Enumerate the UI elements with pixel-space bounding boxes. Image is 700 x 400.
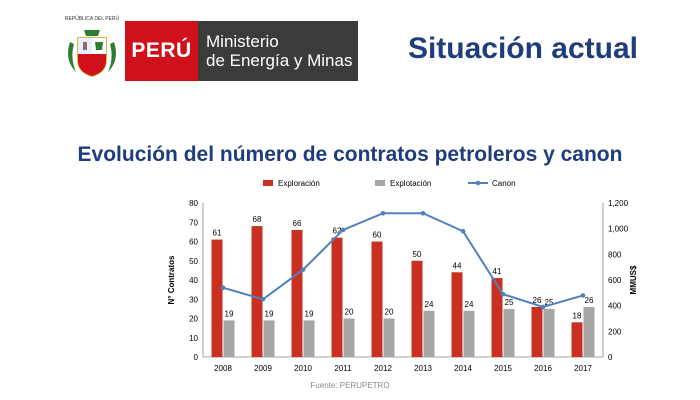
bar-exploracion xyxy=(291,229,303,357)
ministry-line-2: de Energía y Minas xyxy=(206,51,353,70)
bar-explotacion xyxy=(463,310,475,357)
data-label-explotacion: 19 xyxy=(265,309,274,318)
bar-explotacion xyxy=(343,318,355,357)
data-label-exploracion: 26 xyxy=(533,296,542,305)
x-tick-label: 2011 xyxy=(334,364,352,373)
y-tick-label-left: 0 xyxy=(194,353,199,362)
data-label-exploracion: 44 xyxy=(453,261,462,270)
point-canon xyxy=(220,285,226,290)
x-tick-label: 2008 xyxy=(214,364,232,373)
bar-explotacion xyxy=(303,320,315,357)
bar-explotacion xyxy=(503,308,515,357)
data-label-exploracion: 18 xyxy=(573,311,582,320)
y-tick-label-left: 20 xyxy=(189,315,198,324)
data-label-explotacion: 26 xyxy=(585,296,594,305)
peru-logo-box: PERÚ xyxy=(125,21,198,81)
bar-explotacion xyxy=(423,310,435,357)
data-label-explotacion: 19 xyxy=(305,309,314,318)
y-tick-label-right: 600 xyxy=(608,276,622,285)
data-label-exploracion: 62 xyxy=(333,227,342,236)
x-tick-label: 2010 xyxy=(294,364,312,373)
point-canon xyxy=(300,267,306,273)
bar-exploracion xyxy=(331,237,343,357)
bar-explotacion xyxy=(543,308,555,357)
data-label-exploracion: 68 xyxy=(253,215,262,224)
data-label-explotacion: 24 xyxy=(465,300,474,309)
y-tick-label-right: 200 xyxy=(608,327,622,336)
y-tick-label-left: 70 xyxy=(189,218,198,227)
data-label-exploracion: 50 xyxy=(413,250,422,259)
bar-exploracion xyxy=(211,239,223,357)
x-tick-label: 2013 xyxy=(414,364,432,373)
coat-of-arms-icon: REPÚBLICA DEL PERÚ xyxy=(65,15,120,77)
y-tick-label-right: 400 xyxy=(608,302,622,311)
header: REPÚBLICA DEL PERÚ PERÚ Ministerio de En… xyxy=(0,0,700,100)
bar-exploracion xyxy=(411,260,423,357)
ministry-logo-box: Ministerio de Energía y Minas xyxy=(198,21,358,81)
y-tick-label-left: 60 xyxy=(189,238,198,247)
chart-title: Evolución del número de contratos petrol… xyxy=(77,143,623,166)
legend-marker-canon xyxy=(475,180,481,186)
y-tick-label-left: 40 xyxy=(189,276,198,285)
source-note: Fuente: PERUPETRO xyxy=(310,381,390,390)
bar-explotacion xyxy=(583,306,595,357)
point-canon xyxy=(580,293,586,298)
y-tick-label-left: 10 xyxy=(189,334,198,343)
data-label-explotacion: 19 xyxy=(225,309,234,318)
point-canon xyxy=(260,296,266,302)
point-canon xyxy=(340,227,346,233)
legend-label-explotacion: Explotación xyxy=(390,179,431,188)
point-canon xyxy=(540,304,546,310)
bar-explotacion xyxy=(383,318,395,357)
x-tick-label: 2012 xyxy=(374,364,392,373)
data-label-explotacion: 24 xyxy=(425,300,434,309)
y-tick-label-left: 50 xyxy=(189,257,198,266)
x-tick-label: 2014 xyxy=(454,364,472,373)
point-canon xyxy=(380,210,386,216)
x-tick-label: 2015 xyxy=(494,364,512,373)
legend-swatch-exploracion xyxy=(263,180,273,186)
y-tick-label-right: 1,000 xyxy=(608,225,629,234)
point-canon xyxy=(460,228,466,234)
series-line-canon xyxy=(222,212,584,308)
y-tick-label-right: 0 xyxy=(608,353,613,362)
data-label-explotacion: 25 xyxy=(545,298,554,307)
data-label-exploracion: 41 xyxy=(493,267,502,276)
x-tick-label: 2009 xyxy=(254,364,272,373)
x-tick-label: 2017 xyxy=(574,364,592,373)
data-label-exploracion: 60 xyxy=(373,231,382,240)
bar-explotacion xyxy=(263,320,275,357)
bar-exploracion xyxy=(371,241,383,357)
data-label-exploracion: 61 xyxy=(213,229,222,238)
y-axis-label-left: N° Contratos xyxy=(167,255,176,305)
bar-exploracion xyxy=(251,226,263,357)
bar-exploracion xyxy=(531,306,543,357)
legend-swatch-explotacion xyxy=(375,180,385,186)
legend-label-exploracion: Exploración xyxy=(278,179,320,188)
peru-label: PERÚ xyxy=(131,39,192,62)
data-label-explotacion: 25 xyxy=(505,298,514,307)
y-tick-label-right: 800 xyxy=(608,250,622,259)
legend-label-canon: Canon xyxy=(492,179,516,188)
data-label-explotacion: 20 xyxy=(385,308,394,317)
y-tick-label-left: 80 xyxy=(189,199,198,208)
x-tick-label: 2016 xyxy=(534,364,552,373)
bar-exploracion xyxy=(491,278,503,357)
page-title: Situación actual xyxy=(407,32,638,65)
bar-exploracion xyxy=(571,322,583,357)
y-tick-label-right: 1,200 xyxy=(608,199,629,208)
y-tick-label-left: 30 xyxy=(189,295,198,304)
point-canon xyxy=(500,291,506,297)
ministry-line-1: Ministerio xyxy=(206,32,279,51)
y-axis-label-right: MMUS$ xyxy=(629,265,638,294)
bar-explotacion xyxy=(223,320,235,357)
bar-exploracion xyxy=(451,272,463,357)
data-label-exploracion: 66 xyxy=(293,219,302,228)
data-label-explotacion: 20 xyxy=(345,308,354,317)
point-canon xyxy=(420,210,426,216)
contracts-canon-chart: 0102030405060708002004006008001,0001,200… xyxy=(167,179,638,373)
seal-label: REPÚBLICA DEL PERÚ xyxy=(65,15,120,22)
